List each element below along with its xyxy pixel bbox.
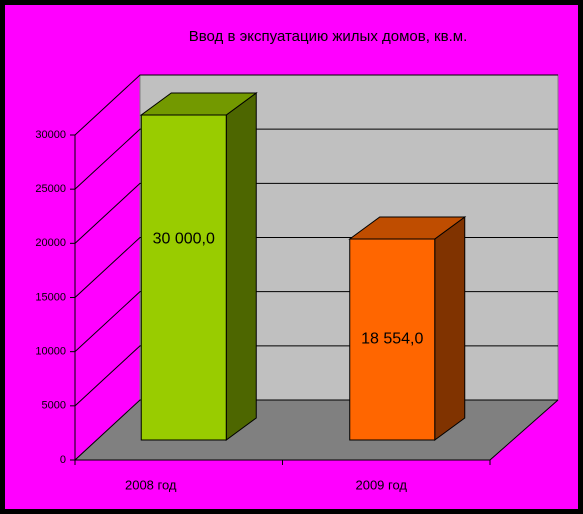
y-tick-label: 0	[60, 454, 66, 466]
bar	[349, 238, 436, 441]
y-tick-label: 5000	[42, 400, 66, 412]
x-tick-label: 2008 год	[125, 477, 177, 492]
chart-title: Ввод в экспуатацию жилых домов, кв.м.	[189, 28, 468, 45]
grid-line	[74, 74, 558, 136]
bar-side	[225, 92, 257, 441]
y-tick-label: 10000	[35, 346, 66, 358]
y-tick-label: 20000	[35, 237, 66, 249]
y-tick-label: 25000	[35, 183, 66, 195]
bar-side	[434, 216, 466, 441]
data-label: 30 000,0	[153, 231, 215, 248]
grid-line	[74, 182, 558, 244]
data-label: 18 554,0	[361, 331, 423, 348]
floor-edge	[489, 399, 559, 461]
bar	[140, 114, 227, 441]
grid-line	[74, 128, 558, 190]
x-tick-label: 2009 год	[355, 477, 407, 492]
y-tick-label: 30000	[35, 129, 66, 141]
y-tick-label: 15000	[35, 291, 66, 303]
